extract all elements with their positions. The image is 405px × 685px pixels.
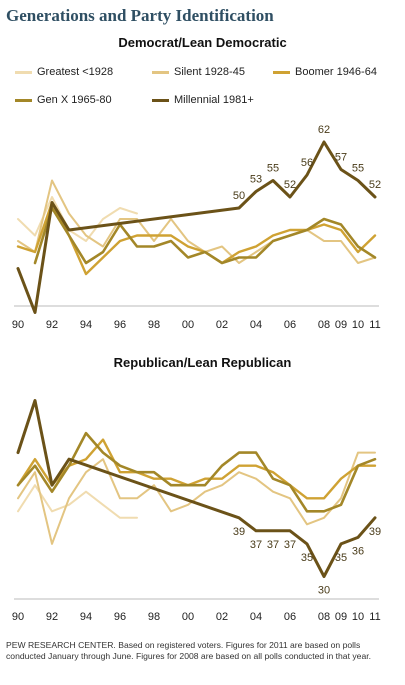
rep-data-label: 36 xyxy=(352,545,364,557)
rep-data-label: 37 xyxy=(284,539,296,551)
rep-series-genx xyxy=(16,431,377,513)
dem-panel-title: Democrat/Lean Democratic xyxy=(118,35,287,50)
legend-swatch-millennial xyxy=(152,98,169,102)
rep-series-greatest xyxy=(17,484,138,519)
rep-x-tick-label: 96 xyxy=(114,611,126,623)
legend-label-boomer: Boomer 1946-64 xyxy=(295,66,377,78)
rep-x-tick-label: 94 xyxy=(80,611,92,623)
dem-data-label: 55 xyxy=(352,163,364,175)
dem-series-genx xyxy=(33,206,377,265)
dem-x-tick-label: 00 xyxy=(182,319,194,331)
rep-data-label: 35 xyxy=(301,552,313,564)
rep-data-label: 39 xyxy=(233,526,245,538)
rep-data-label: 30 xyxy=(318,585,330,597)
dem-data-label: 52 xyxy=(369,179,381,191)
legend-boomer: Boomer 1946-64 xyxy=(273,66,377,78)
dem-x-tick-label: 96 xyxy=(114,319,126,331)
legend-genx: Gen X 1965-80 xyxy=(15,94,112,106)
dem-x-tick-label: 92 xyxy=(46,319,58,331)
rep-x-tick-label: 04 xyxy=(250,611,262,623)
dem-data-label: 56 xyxy=(301,157,313,169)
dem-series-boomer xyxy=(16,201,377,276)
rep-series-boomer xyxy=(16,438,377,500)
legend-millennial: Millennial 1981+ xyxy=(152,94,254,106)
source-footnote: PEW RESEARCH CENTER. Based on registered… xyxy=(6,640,371,661)
rep-line-chart: 39 37 37 37 35 30 35 36 39 90 92 94 96 98 00 02 04 06 08 09… xyxy=(12,399,381,623)
rep-data-label: 35 xyxy=(335,552,347,564)
dem-data-label: 57 xyxy=(335,152,347,164)
rep-data-label: 37 xyxy=(250,539,262,551)
dem-x-tick-label: 94 xyxy=(80,319,92,331)
rep-data-label: 39 xyxy=(369,526,381,538)
rep-x-tick-label: 11 xyxy=(369,611,380,623)
rep-series-silent xyxy=(17,451,376,545)
rep-x-tick-label: 10 xyxy=(352,611,364,623)
legend-label-millennial: Millennial 1981+ xyxy=(174,94,254,106)
dem-x-tick-label: 04 xyxy=(250,319,262,331)
chart-legend: Greatest <1928 Silent 1928-45 Boomer 194… xyxy=(0,60,405,110)
dem-x-tick-label: 02 xyxy=(216,319,228,331)
rep-series-millennial xyxy=(16,399,377,578)
legend-label-greatest: Greatest <1928 xyxy=(37,66,114,78)
rep-x-tick-label: 90 xyxy=(12,611,24,623)
rep-panel-title: Republican/Lean Republican xyxy=(113,355,292,370)
rep-x-tick-label: 06 xyxy=(284,611,296,623)
dem-series-millennial xyxy=(16,140,377,314)
rep-x-tick-label: 98 xyxy=(148,611,160,623)
dem-data-label: 55 xyxy=(267,163,279,175)
rep-x-tick-label: 02 xyxy=(216,611,228,623)
page-title: Generations and Party Identification xyxy=(6,6,274,25)
rep-x-tick-label: 08 xyxy=(318,611,330,623)
dem-x-tick-label: 98 xyxy=(148,319,160,331)
dem-data-label: 62 xyxy=(318,124,330,136)
dem-series-greatest xyxy=(17,196,138,242)
legend-silent: Silent 1928-45 xyxy=(152,66,245,78)
legend-swatch-greatest xyxy=(15,70,32,74)
dem-data-label: 52 xyxy=(284,179,296,191)
rep-x-tick-label: 00 xyxy=(182,611,194,623)
dem-line-chart: 50 53 55 52 56 62 57 55 52 90 92 94 96 98 00 02 04 06 08 09… xyxy=(12,124,381,331)
legend-swatch-genx xyxy=(15,98,32,102)
dem-data-label: 53 xyxy=(250,174,262,186)
legend-label-silent: Silent 1928-45 xyxy=(174,66,245,78)
dem-x-tick-label: 90 xyxy=(12,319,24,331)
legend-swatch-boomer xyxy=(273,70,290,74)
dem-x-tick-label: 11 xyxy=(369,319,380,331)
rep-x-tick-label: 92 xyxy=(46,611,58,623)
legend-greatest: Greatest <1928 xyxy=(15,66,113,78)
rep-x-tick-label: 09 xyxy=(335,611,347,623)
dem-series-silent xyxy=(17,179,376,264)
dem-data-label: 50 xyxy=(233,190,245,202)
dem-x-tick-label: 10 xyxy=(352,319,364,331)
legend-label-genx: Gen X 1965-80 xyxy=(37,94,112,106)
rep-data-label: 37 xyxy=(267,539,279,551)
dem-x-tick-label: 09 xyxy=(335,319,347,331)
dem-x-tick-label: 08 xyxy=(318,319,330,331)
dem-x-tick-label: 06 xyxy=(284,319,296,331)
legend-swatch-silent xyxy=(152,70,169,74)
